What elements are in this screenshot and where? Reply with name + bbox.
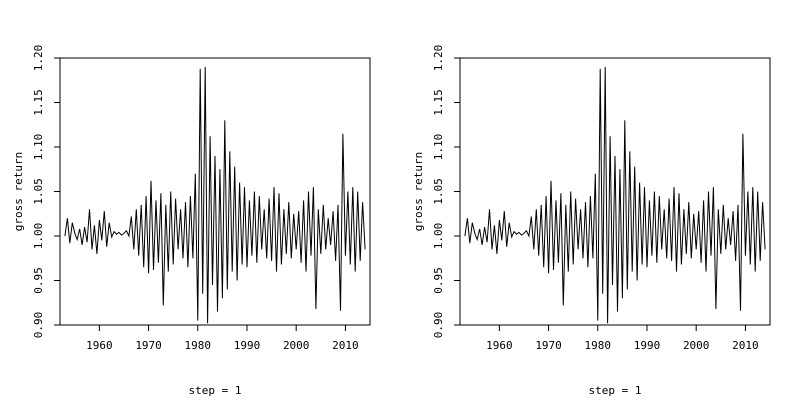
- series-line: [64, 66, 366, 324]
- y-tick-label: 1.10: [32, 134, 45, 161]
- y-tick-label: 1.20: [32, 45, 45, 72]
- series-line: [464, 66, 766, 324]
- x-tick-label: 1980: [185, 339, 212, 352]
- x-tick-label: 2000: [283, 339, 310, 352]
- y-tick-label: 1.15: [32, 89, 45, 116]
- plot-frame: [59, 57, 371, 326]
- chart-panel-right: 1960 1970 1980 1990 2000 2010 0.90 0.95 1.00 1.05…: [412, 45, 771, 397]
- y-tick-label: 1.00: [432, 223, 445, 250]
- y-tick-label: 1.20: [432, 45, 445, 72]
- y-tick-label: 0.95: [32, 267, 45, 294]
- x-tick-label: 1990: [234, 339, 261, 352]
- x-tick-label: 2010: [332, 339, 359, 352]
- x-axis-label: step = 1: [189, 384, 242, 397]
- y-tick-label: 1.00: [32, 223, 45, 250]
- x-tick-label: 1990: [634, 339, 661, 352]
- y-tick-label: 0.95: [432, 267, 445, 294]
- y-tick-label: 0.90: [432, 312, 445, 339]
- y-axis-label: gross return: [12, 152, 25, 231]
- x-tick-label: 2010: [732, 339, 759, 352]
- y-tick-label: 1.05: [32, 178, 45, 205]
- y-axis-label: gross return: [412, 152, 425, 231]
- plot-frame: [459, 57, 771, 326]
- y-tick-label: 1.15: [432, 89, 445, 116]
- y-tick-label: 1.05: [432, 178, 445, 205]
- y-tick-label: 1.10: [432, 134, 445, 161]
- x-axis-label: step = 1: [589, 384, 642, 397]
- x-tick-label: 1980: [585, 339, 612, 352]
- x-tick-label: 2000: [683, 339, 710, 352]
- x-tick-label: 1970: [535, 339, 562, 352]
- y-tick-label: 0.90: [32, 312, 45, 339]
- x-tick-label: 1960: [486, 339, 513, 352]
- chart-panel-left: 1960 1970 1980 1990 2000 2010 0.90 0.95 1.00 1.05…: [12, 45, 371, 397]
- x-tick-label: 1960: [86, 339, 113, 352]
- x-tick-label: 1970: [135, 339, 162, 352]
